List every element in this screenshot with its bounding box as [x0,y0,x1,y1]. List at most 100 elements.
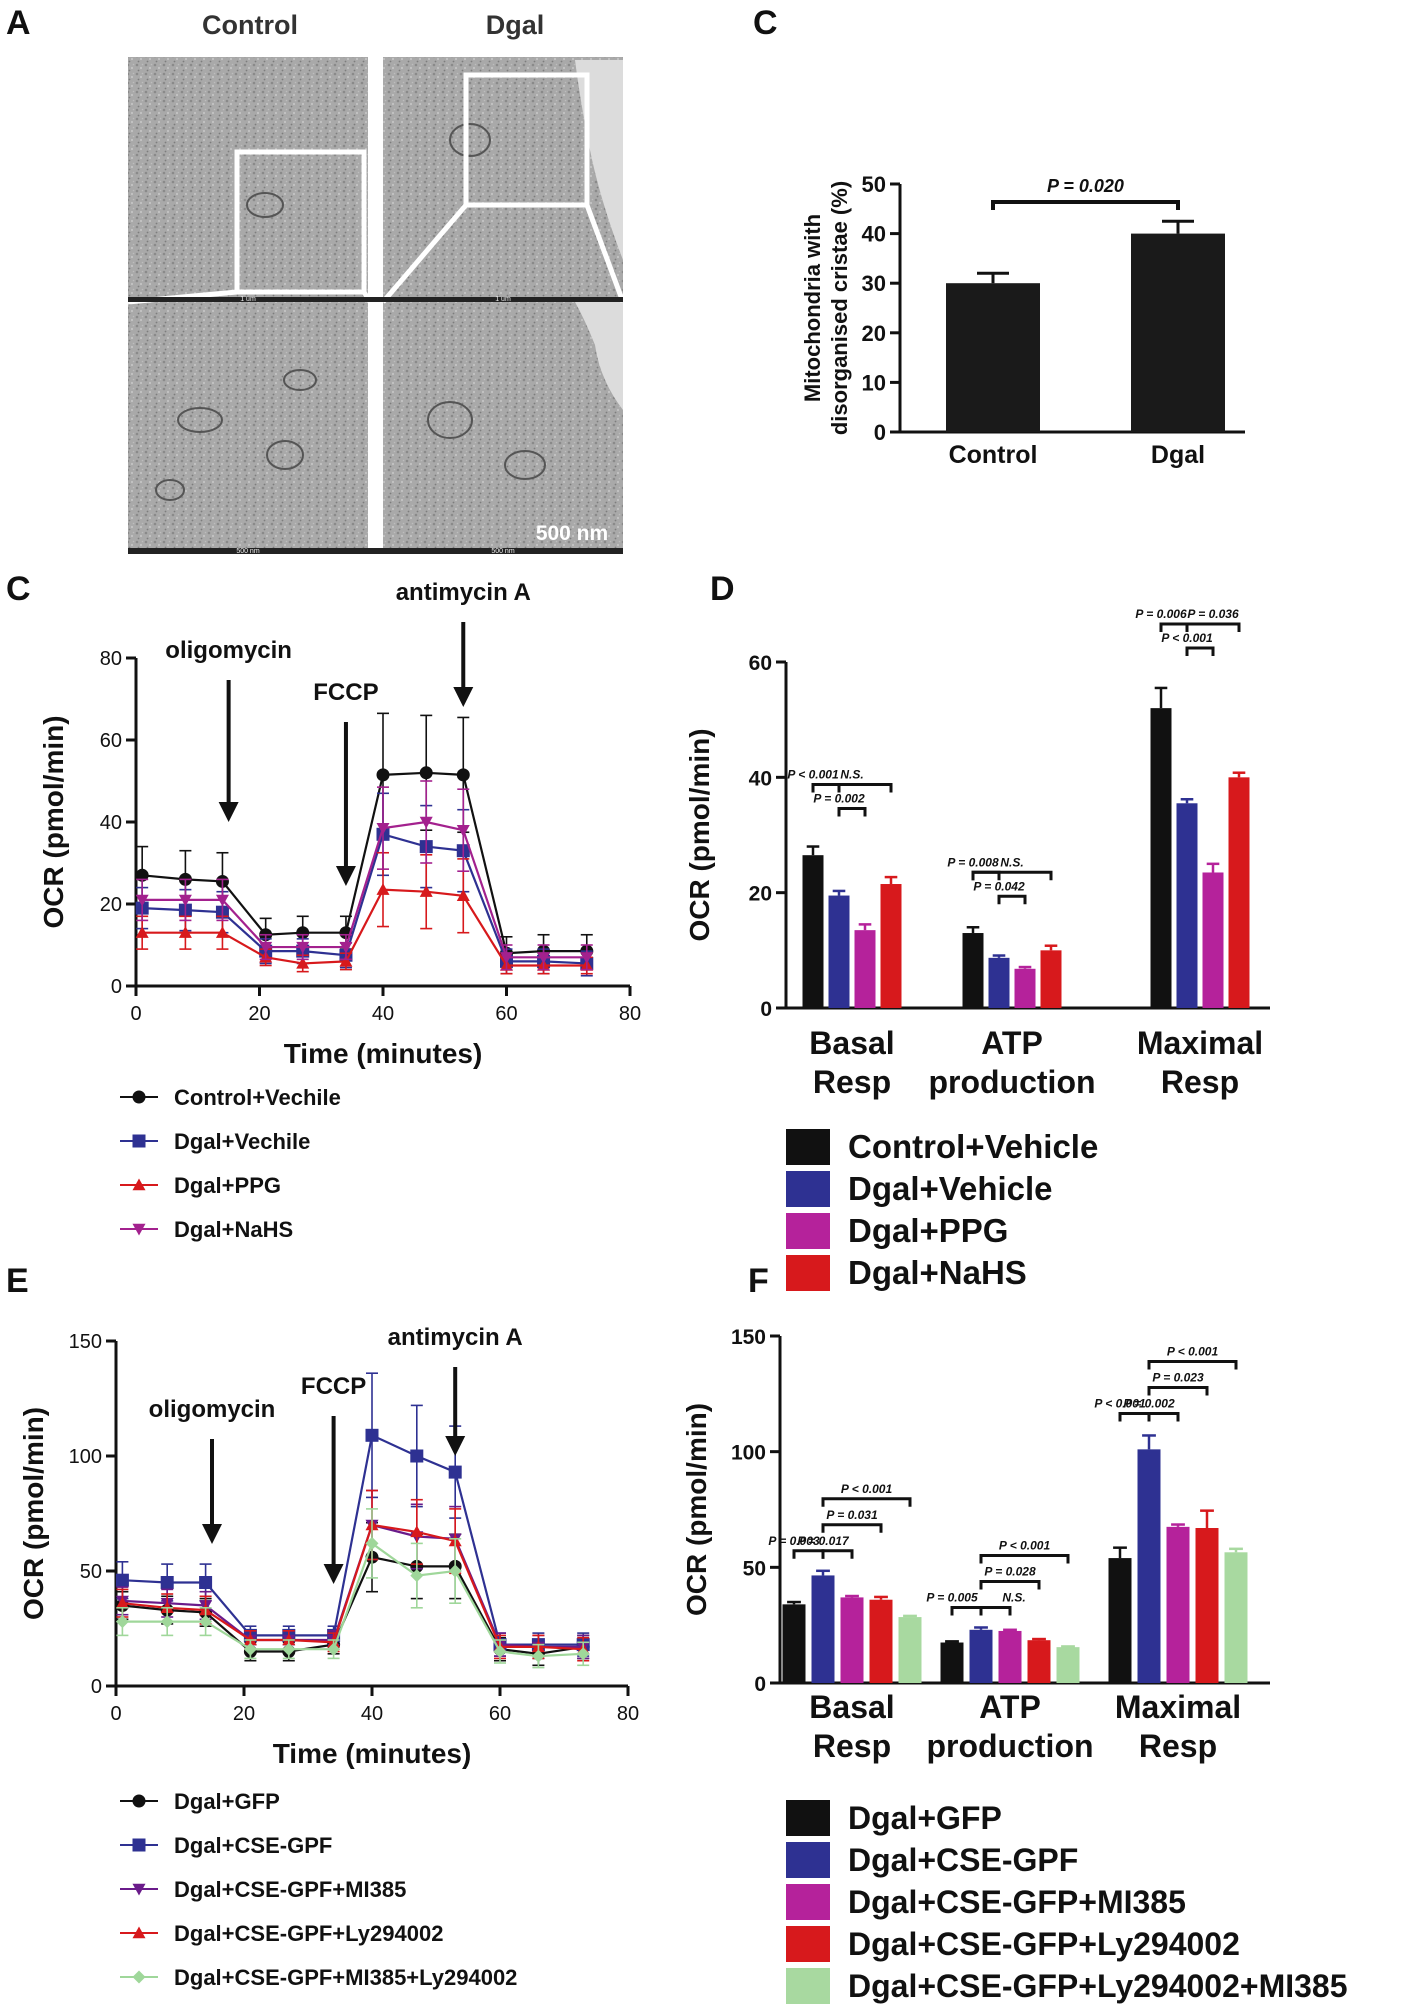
legend-label: Dgal+Vehicle [848,1170,1053,1207]
legend-item: Dgal+CSE-GPF+MI385 [120,1877,406,1902]
micrograph-label-dgal: Dgal [486,10,545,40]
legend-label: Dgal+CSE-GPF+MI385 [174,1877,406,1902]
series-Dgal+NaHS [135,780,594,971]
x-tick-label: 20 [248,1003,270,1025]
data-point [365,1428,379,1442]
p-value-label: P = 0.002 [813,792,865,806]
bar [782,1604,806,1683]
x-tick-label: Maximal Resp [1137,1025,1263,1100]
legend-label: Dgal+GFP [174,1789,280,1814]
data-point [448,1564,462,1578]
legend-label: Dgal+CSE-GFP+MI385 [848,1884,1186,1920]
bar [946,283,1040,432]
bar [962,933,984,1008]
micro-scale-label: 1 um [240,296,256,303]
y-tick-label: 0 [754,1673,766,1696]
x-tick-label: Basal Resp [809,1689,894,1764]
x-tick-label-line: production [926,1728,1093,1764]
y-tick-label: 60 [749,652,772,675]
bar [998,1630,1022,1683]
y-tick-label: 0 [91,1676,102,1698]
legend-item: Dgal+CSE-GPF+MI385+Ly294002 [120,1965,517,1990]
y-axis-label: OCR (pmol/min) [684,728,715,941]
significance-bracket [1147,1385,1209,1396]
data-point [215,894,229,907]
x-tick-label-line: ATP [981,1025,1043,1061]
x-tick-label: Basal Resp [809,1025,894,1100]
bar [1131,233,1225,432]
legend-marker [132,1883,146,1896]
data-point [135,926,149,938]
legend-marker [132,1178,146,1191]
y-tick-label: 50 [80,1561,102,1583]
data-point [259,941,273,954]
legend-marker [132,1970,146,1984]
data-point [410,1569,424,1583]
bar [854,930,876,1008]
data-point [178,894,192,907]
data-point [419,766,433,780]
bar [898,1617,922,1683]
micro-scale-label: 500 nm [491,548,515,555]
legend-swatch [786,1800,830,1836]
micro-scale-label: 500 nm [236,548,260,555]
y-tick-label: 100 [731,1442,766,1465]
y-tick-label: 0 [111,976,122,998]
x-tick-label: Dgal [1151,441,1205,469]
injection-label: FCCP [301,1373,366,1400]
legend-label: Dgal+CSE-GPF+Ly294002 [174,1921,443,1946]
legend-item: Dgal+PPG [120,1173,281,1198]
y-axis-label-line: disorganised cristae (%) [827,181,852,435]
x-tick-label-line: Maximal [1115,1689,1241,1725]
legend-item: Dgal+GFP [786,1800,1002,1836]
series-Dgal+PPG [135,851,594,975]
x-tick-label-line: production [928,1064,1095,1100]
injection-arrow-head [323,1564,344,1584]
significance-bracket [821,1549,854,1559]
data-point [456,768,470,782]
significance-bracket [979,1553,1070,1564]
data-point [576,1647,590,1661]
legend-swatch [786,1129,830,1165]
p-value-label: P < 0.001 [1094,1396,1146,1410]
micro-scale-labels: 1 um 1 um 500 nm 500 nm [236,296,515,555]
data-point [419,885,433,897]
p-value-label: P = 0.020 [1047,176,1124,196]
p-value-label: P < 0.001 [999,1538,1051,1552]
x-tick-label: 80 [617,1703,639,1725]
p-value-label: P = 0.042 [973,879,1025,893]
legend-marker [132,1926,146,1939]
bar [1056,1647,1080,1683]
y-tick-label: 50 [862,172,886,197]
data-point [135,868,149,882]
micrograph-control-top [128,57,368,297]
series-Dgal+CSE-GPF [811,1434,1161,1683]
legend-item: Dgal+CSE-GPF+Ly294002 [120,1921,443,1946]
injection-arrow-head [218,802,239,822]
series-Dgal+CSE-GFP+Ly294002 [869,1509,1219,1683]
x-axis-label: Time (minutes) [273,1738,472,1769]
data-point [376,822,390,835]
y-tick-label: 40 [749,767,772,790]
panel-letter-d: D [710,570,735,608]
p-value-label: N.S. [840,768,863,782]
legend-marker [132,1838,146,1852]
significance-bracket [979,1605,1012,1616]
scale-bar-strip-bottom [128,548,623,554]
series-Dgal+PPG [854,862,1224,1008]
panel-letter-c: C [6,570,31,608]
significance-bracket [1118,1411,1151,1422]
legend-label: Dgal+GFP [848,1800,1002,1836]
y-tick-label: 100 [69,1446,102,1468]
micrograph-mitochondria [155,123,546,501]
y-tick-label: 40 [100,812,122,834]
bar [840,1597,864,1683]
bar [1040,950,1062,1008]
p-value-label: P = 0.002 [1123,1396,1175,1410]
legend-swatch [786,1171,830,1207]
bar [1166,1526,1190,1683]
series-Dgal+CSE-GPF+MI385+Ly294002 [115,1508,590,1669]
bar [940,1642,964,1683]
data-point [115,1615,129,1629]
